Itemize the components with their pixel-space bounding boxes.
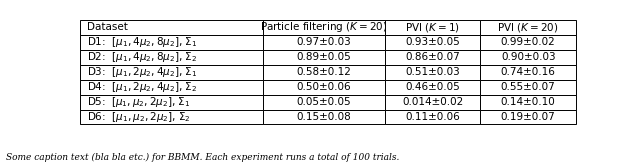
Text: Some caption text (bla bla etc.) for BBMM. Each experiment runs a total of 100 t: Some caption text (bla bla etc.) for BBM… — [6, 153, 400, 162]
